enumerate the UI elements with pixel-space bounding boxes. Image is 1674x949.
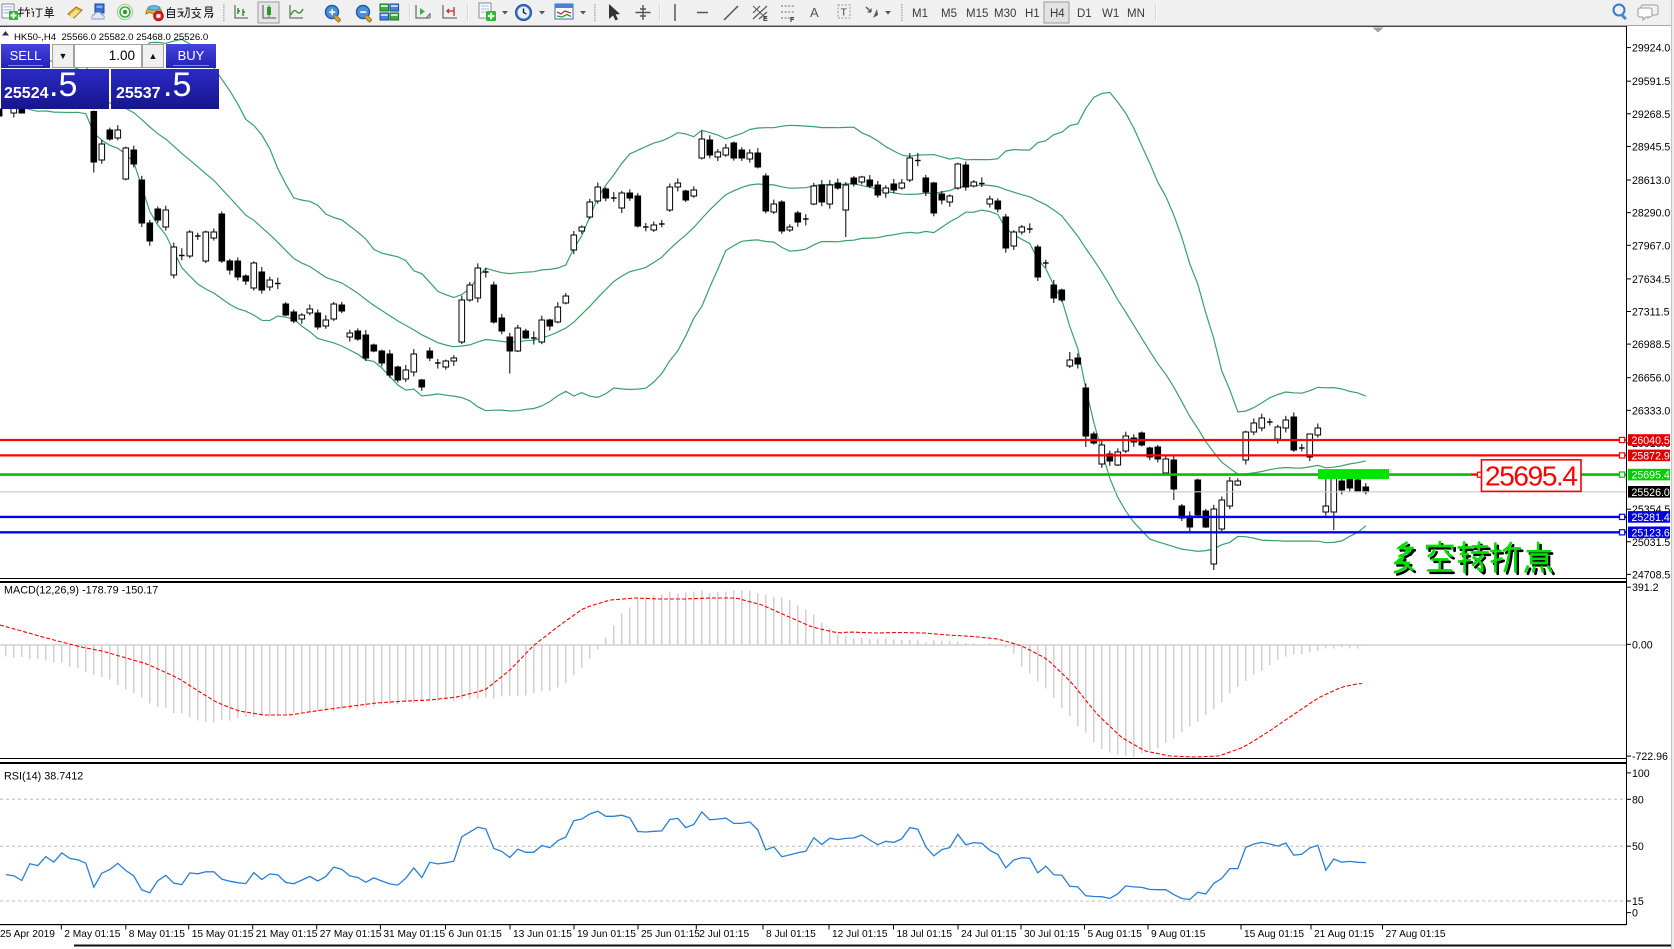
svg-text:25281.4: 25281.4: [1632, 512, 1670, 524]
svg-text:M15: M15: [966, 8, 988, 20]
svg-text:100: 100: [1632, 768, 1650, 780]
svg-text:26040.5: 26040.5: [1632, 435, 1670, 447]
svg-text:21 Aug 01:15: 21 Aug 01:15: [1314, 929, 1374, 940]
svg-text:13 Jun 01:15: 13 Jun 01:15: [513, 929, 572, 940]
svg-text:26656.0: 26656.0: [1632, 373, 1670, 385]
svg-text:25872.9: 25872.9: [1632, 450, 1670, 462]
svg-text:M30: M30: [994, 8, 1016, 20]
svg-text:8 Jul 01:15: 8 Jul 01:15: [766, 929, 816, 940]
svg-text:M1: M1: [912, 8, 928, 20]
svg-text:6 Jun 01:15: 6 Jun 01:15: [449, 929, 503, 940]
svg-text:HK50-,H4 25566.0 25582.0 2546: HK50-,H4 25566.0 25582.0 25468.0 25526.0: [14, 32, 208, 43]
svg-text:28613.0: 28613.0: [1632, 175, 1670, 187]
svg-text:W1: W1: [1102, 8, 1119, 20]
svg-text:29924.0: 29924.0: [1632, 43, 1670, 55]
svg-text:25123.6: 25123.6: [1632, 527, 1670, 539]
svg-text:24 Jul 01:15: 24 Jul 01:15: [961, 929, 1017, 940]
svg-text:28290.0: 28290.0: [1632, 208, 1670, 220]
svg-text:21 May 01:15: 21 May 01:15: [256, 929, 318, 940]
svg-text:5 Aug 01:15: 5 Aug 01:15: [1088, 929, 1143, 940]
svg-text:15 May 01:15: 15 May 01:15: [192, 929, 254, 940]
svg-text:D1: D1: [1077, 8, 1092, 20]
svg-text:28945.5: 28945.5: [1632, 141, 1670, 153]
svg-text:15 Aug 01:15: 15 Aug 01:15: [1244, 929, 1304, 940]
svg-text:RSI(14) 38.7412: RSI(14) 38.7412: [4, 771, 83, 783]
svg-text:E: E: [763, 16, 768, 23]
svg-text:25 Apr 2019: 25 Apr 2019: [0, 929, 55, 940]
svg-text:25526.0: 25526.0: [1632, 487, 1670, 499]
svg-text:A: A: [810, 5, 819, 20]
svg-text:25031.5: 25031.5: [1632, 537, 1670, 549]
svg-text:19 Jun 01:15: 19 Jun 01:15: [577, 929, 636, 940]
svg-text:27 Aug 01:15: 27 Aug 01:15: [1386, 929, 1446, 940]
svg-text:26333.0: 26333.0: [1632, 405, 1670, 417]
svg-text:H4: H4: [1050, 8, 1065, 20]
svg-text:15: 15: [1632, 896, 1644, 908]
svg-text:25 Jun 01:15: 25 Jun 01:15: [641, 929, 700, 940]
svg-text:27634.5: 27634.5: [1632, 274, 1670, 286]
svg-text:MN: MN: [1127, 8, 1145, 20]
svg-text:31 May 01:15: 31 May 01:15: [383, 929, 445, 940]
svg-text:2 Jul 01:15: 2 Jul 01:15: [699, 929, 749, 940]
svg-text:27311.5: 27311.5: [1632, 307, 1670, 319]
svg-text:80: 80: [1632, 794, 1644, 806]
svg-text:2 May 01:15: 2 May 01:15: [64, 929, 120, 940]
svg-text:-722.96: -722.96: [1632, 751, 1668, 763]
svg-text:25695.4: 25695.4: [1485, 461, 1578, 492]
svg-text:50: 50: [1632, 841, 1644, 853]
svg-text:9 Aug 01:15: 9 Aug 01:15: [1151, 929, 1206, 940]
svg-text:30 Jul 01:15: 30 Jul 01:15: [1024, 929, 1080, 940]
svg-text:0: 0: [1632, 908, 1638, 920]
svg-text:27 May 01:15: 27 May 01:15: [320, 929, 382, 940]
svg-text:27967.0: 27967.0: [1632, 240, 1670, 252]
svg-text:M5: M5: [941, 8, 957, 20]
svg-text:8 May 01:15: 8 May 01:15: [129, 929, 185, 940]
svg-text:24708.5: 24708.5: [1632, 569, 1670, 581]
svg-text:0.00: 0.00: [1632, 639, 1653, 651]
svg-text:29268.5: 29268.5: [1632, 109, 1670, 121]
svg-text:26988.5: 26988.5: [1632, 339, 1670, 351]
svg-text:F: F: [790, 17, 795, 24]
svg-text:18 Jul 01:15: 18 Jul 01:15: [897, 929, 953, 940]
svg-text:29591.5: 29591.5: [1632, 76, 1670, 88]
svg-text:12 Jul 01:15: 12 Jul 01:15: [832, 929, 888, 940]
svg-text:MACD(12,26,9) -178.79 -150.17: MACD(12,26,9) -178.79 -150.17: [4, 585, 158, 597]
svg-text:H1: H1: [1025, 8, 1040, 20]
svg-text:391.2: 391.2: [1632, 582, 1659, 594]
svg-text:25695.4: 25695.4: [1632, 470, 1670, 482]
svg-text:T: T: [841, 7, 848, 19]
